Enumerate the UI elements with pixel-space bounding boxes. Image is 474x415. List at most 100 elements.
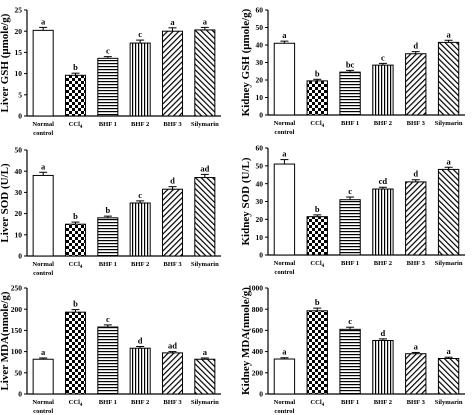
significance-label: b: [315, 297, 320, 307]
x-category-label: Normal: [274, 260, 296, 267]
bar: [339, 199, 361, 256]
significance-label: b: [73, 62, 78, 72]
bar: [194, 358, 216, 395]
bar: [194, 177, 216, 257]
significance-label: bc: [346, 59, 355, 69]
x-category-label: BHF 3: [163, 121, 182, 128]
bar: [372, 188, 394, 256]
significance-label: a: [203, 16, 208, 26]
x-category-label: Normal: [32, 261, 54, 268]
significance-label: a: [446, 346, 451, 356]
bar: [97, 217, 119, 257]
bar: [64, 74, 87, 117]
significance-label: a: [41, 161, 46, 171]
y-tick-label: 800: [252, 305, 264, 314]
y-tick-label: 60: [256, 144, 264, 153]
x-category-label: CCl4: [69, 261, 83, 270]
chart-panel-4: 0 10 20 30 40 50 60 Kidney SOD (U/L) a Normal cont…: [240, 144, 465, 276]
x-category-label: BHF 1: [99, 399, 117, 406]
y-tick-label: 0: [18, 112, 22, 121]
y-tick-label: 15: [15, 48, 23, 57]
y-tick-label: 10: [15, 230, 23, 239]
y-tick-label: 250: [11, 284, 23, 293]
x-category-label-line2: control: [274, 408, 294, 415]
x-category-label: BHF 3: [163, 261, 182, 268]
y-axis-label: Kidney GSH (μmole/g): [240, 8, 252, 116]
significance-label: a: [282, 30, 287, 40]
x-category-label-line2: control: [33, 130, 53, 137]
significance-label: c: [106, 314, 110, 324]
y-tick-label: 200: [11, 305, 23, 314]
x-category-label: BHF 1: [99, 121, 117, 128]
bar: [273, 163, 296, 256]
bar: [129, 42, 151, 117]
significance-label: d: [138, 336, 143, 346]
x-category-label-line2: control: [33, 408, 53, 415]
y-tick-label: 20: [256, 76, 264, 85]
y-tick-label: 0: [259, 251, 263, 260]
x-category-label: BHF 3: [407, 399, 426, 406]
y-tick-label: 30: [256, 58, 264, 67]
y-tick-label: 40: [256, 41, 264, 50]
x-category-label: BHF 2: [131, 261, 150, 268]
x-category-label: BHF 2: [374, 120, 393, 127]
y-tick-label: 600: [252, 326, 264, 335]
x-category-label: Silymarin: [191, 121, 219, 128]
x-category-label: Silymarin: [435, 260, 463, 267]
y-tick-label: 40: [15, 167, 23, 176]
chart-panel-1: 0 5 10 15 20 25 Liver GSH (μmole/g) a Normal cont…: [0, 6, 221, 137]
y-axis-label: Kidney SOD (U/L): [240, 157, 252, 245]
x-category-label-line2: control: [33, 270, 53, 277]
significance-label: c: [138, 190, 142, 200]
y-tick-label: 0: [259, 390, 263, 399]
bar: [372, 64, 394, 116]
y-tick-label: 60: [256, 6, 264, 15]
x-category-label: Normal: [32, 121, 54, 128]
y-tick-label: 0: [18, 252, 22, 261]
significance-label: d: [413, 169, 418, 179]
x-category-label: CCl4: [310, 260, 324, 269]
significance-label: a: [446, 156, 451, 166]
y-tick-label: 30: [256, 197, 264, 206]
significance-label: c: [381, 52, 385, 62]
bar: [32, 29, 54, 117]
x-category-label: BHF 1: [99, 261, 117, 268]
significance-label: c: [106, 46, 110, 56]
x-category-label: BHF 3: [407, 120, 426, 127]
x-category-label: Silymarin: [435, 120, 463, 127]
y-tick-label: 20: [15, 209, 23, 218]
significance-label: ad: [200, 163, 209, 173]
x-category-label: Silymarin: [435, 399, 463, 406]
significance-label: a: [414, 341, 419, 351]
x-category-label: BHF 2: [131, 121, 150, 128]
bar: [161, 30, 184, 117]
y-tick-label: 30: [15, 188, 23, 197]
y-tick-label: 50: [15, 368, 23, 377]
bar: [273, 42, 296, 116]
bar: [339, 328, 361, 395]
y-tick-label: 100: [11, 347, 23, 356]
x-category-label: CCl4: [69, 121, 83, 130]
bar: [437, 41, 460, 116]
significance-label: b: [105, 205, 110, 215]
bar: [339, 71, 361, 116]
y-tick-label: 50: [15, 146, 23, 155]
x-category-label: CCl4: [310, 120, 324, 129]
significance-label: a: [41, 347, 46, 357]
significance-label: c: [348, 316, 352, 326]
x-category-label: Silymarin: [191, 399, 219, 406]
bar: [64, 223, 87, 257]
x-category-label: BHF 2: [131, 399, 150, 406]
x-category-label: BHF 2: [374, 399, 393, 406]
y-tick-label: 10: [256, 233, 264, 242]
bar: [161, 188, 184, 257]
x-category-label: BHF 1: [341, 399, 359, 406]
bar: [306, 310, 328, 395]
bar: [372, 339, 394, 395]
y-tick-label: 200: [252, 368, 264, 377]
bar: [97, 57, 119, 117]
y-tick-label: 150: [11, 326, 23, 335]
